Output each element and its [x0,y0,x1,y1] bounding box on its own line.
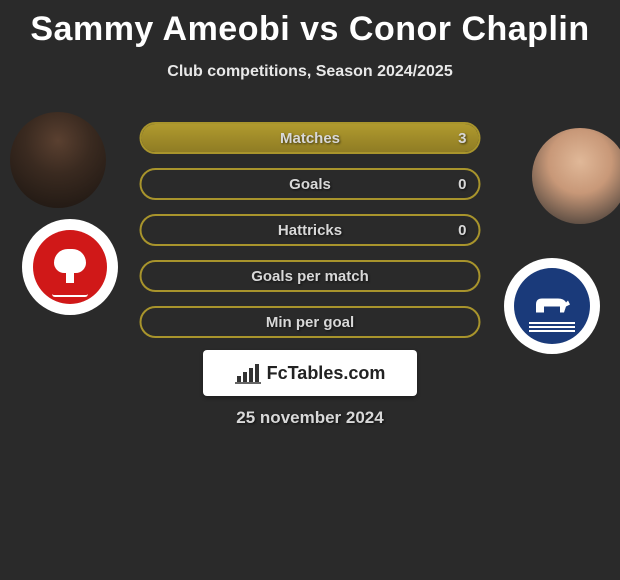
stat-label: Goals per match [251,268,369,285]
club-left-logo [22,219,118,315]
stat-row: Hattricks 0 [140,214,481,246]
stat-row: Matches 3 [140,122,481,154]
watermark: FcTables.com [203,350,417,396]
stat-value-right: 0 [458,222,466,239]
water-icon [52,291,88,297]
wave-lines-icon [529,320,575,332]
page-title: Sammy Ameobi vs Conor Chaplin [0,0,620,49]
stat-value-right: 3 [458,130,466,147]
comparison-chart: Matches 3 Goals 0 Hattricks 0 Goals per match M… [140,122,481,352]
stat-label: Min per goal [266,314,354,331]
stat-label: Hattricks [278,222,342,239]
stat-row: Goals 0 [140,168,481,200]
forest-badge-inner [33,230,107,304]
player-left-avatar [10,112,106,208]
horse-icon [532,293,572,317]
bar-chart-icon [235,362,261,384]
ipswich-badge-inner [514,268,590,344]
date-label: 25 november 2024 [236,408,383,428]
stat-label: Goals [289,176,331,193]
tree-icon [48,245,92,289]
watermark-label: FcTables.com [267,363,386,384]
player-right-avatar [532,128,620,224]
page-subtitle: Club competitions, Season 2024/2025 [0,63,620,81]
stat-label: Matches [280,130,340,147]
stat-value-right: 0 [458,176,466,193]
club-right-logo [504,258,600,354]
stat-row: Min per goal [140,306,481,338]
stat-row: Goals per match [140,260,481,292]
